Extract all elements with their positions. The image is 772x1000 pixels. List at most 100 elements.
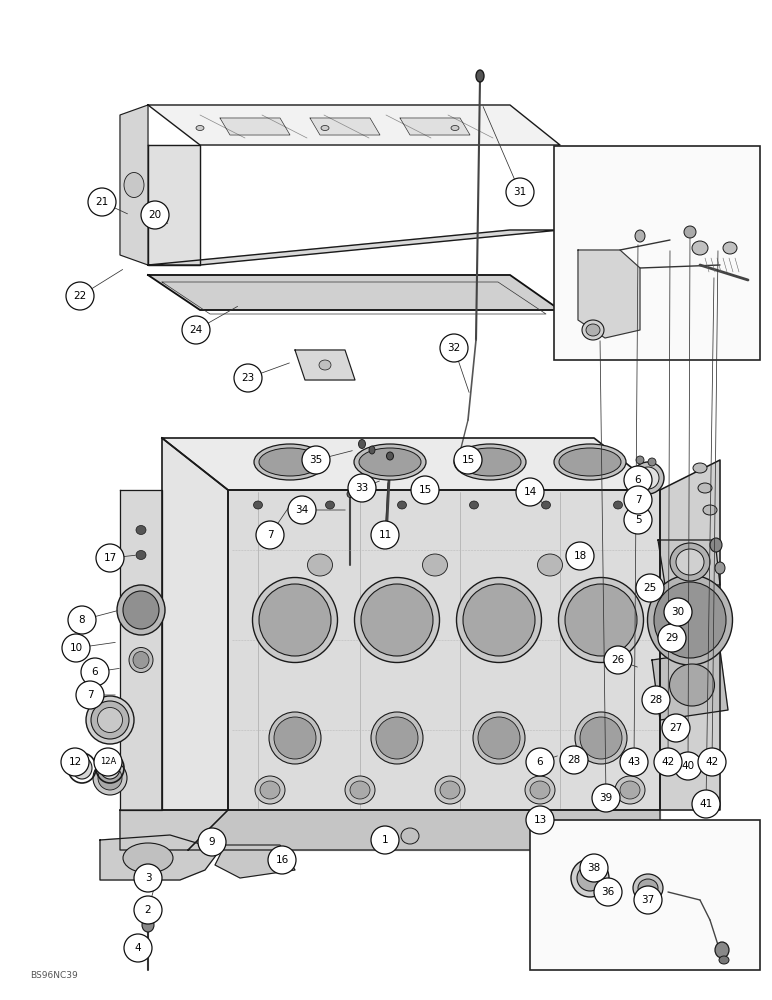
- Ellipse shape: [698, 483, 712, 493]
- Ellipse shape: [117, 585, 165, 635]
- Text: 5: 5: [635, 515, 642, 525]
- Bar: [554, 146, 760, 360]
- Ellipse shape: [253, 501, 262, 509]
- Ellipse shape: [347, 490, 353, 497]
- Text: 42: 42: [662, 757, 675, 767]
- Text: 33: 33: [355, 483, 368, 493]
- Polygon shape: [148, 230, 560, 265]
- Text: 6: 6: [635, 475, 642, 485]
- Ellipse shape: [326, 501, 334, 509]
- Polygon shape: [148, 105, 560, 145]
- Circle shape: [68, 606, 96, 634]
- Ellipse shape: [693, 463, 707, 473]
- Circle shape: [234, 364, 262, 392]
- Circle shape: [506, 178, 534, 206]
- Circle shape: [624, 466, 652, 494]
- Circle shape: [182, 316, 210, 344]
- Ellipse shape: [369, 446, 375, 454]
- Text: 7: 7: [86, 690, 93, 700]
- Ellipse shape: [274, 717, 316, 759]
- Text: 7: 7: [266, 530, 273, 540]
- Text: 18: 18: [574, 551, 587, 561]
- Ellipse shape: [478, 717, 520, 759]
- Ellipse shape: [632, 462, 664, 494]
- Ellipse shape: [469, 501, 479, 509]
- Circle shape: [580, 854, 608, 882]
- Circle shape: [66, 282, 94, 310]
- Ellipse shape: [648, 458, 656, 466]
- Text: 22: 22: [73, 291, 86, 301]
- Text: 30: 30: [672, 607, 685, 617]
- Circle shape: [62, 634, 90, 662]
- Circle shape: [664, 598, 692, 626]
- Polygon shape: [148, 145, 200, 265]
- Ellipse shape: [715, 562, 725, 574]
- Circle shape: [454, 446, 482, 474]
- Text: 41: 41: [699, 799, 713, 809]
- Text: 43: 43: [628, 757, 641, 767]
- Ellipse shape: [123, 591, 159, 629]
- Circle shape: [61, 748, 89, 776]
- Ellipse shape: [580, 717, 622, 759]
- Circle shape: [624, 506, 652, 534]
- Circle shape: [698, 748, 726, 776]
- Ellipse shape: [633, 874, 663, 902]
- Ellipse shape: [723, 242, 737, 254]
- Circle shape: [440, 334, 468, 362]
- Polygon shape: [162, 438, 228, 810]
- Ellipse shape: [586, 324, 600, 336]
- Text: 27: 27: [669, 723, 682, 733]
- Polygon shape: [578, 250, 640, 338]
- Circle shape: [662, 714, 690, 742]
- Circle shape: [124, 934, 152, 962]
- Circle shape: [692, 790, 720, 818]
- Text: 9: 9: [208, 837, 215, 847]
- Circle shape: [141, 201, 169, 229]
- Ellipse shape: [525, 776, 555, 804]
- Text: 25: 25: [643, 583, 657, 593]
- Ellipse shape: [715, 942, 729, 958]
- Circle shape: [134, 896, 162, 924]
- Ellipse shape: [582, 320, 604, 340]
- Text: 24: 24: [189, 325, 202, 335]
- Ellipse shape: [454, 444, 526, 480]
- Text: 17: 17: [103, 553, 117, 563]
- Ellipse shape: [648, 575, 733, 665]
- Ellipse shape: [97, 708, 123, 732]
- Text: 1: 1: [381, 835, 388, 845]
- Text: 39: 39: [599, 793, 613, 803]
- Ellipse shape: [354, 578, 439, 662]
- Ellipse shape: [254, 444, 326, 480]
- Circle shape: [516, 478, 544, 506]
- Circle shape: [371, 521, 399, 549]
- Ellipse shape: [129, 648, 153, 672]
- Ellipse shape: [710, 538, 722, 552]
- Ellipse shape: [676, 549, 704, 575]
- Ellipse shape: [463, 584, 535, 656]
- Ellipse shape: [537, 554, 563, 576]
- Ellipse shape: [100, 757, 120, 779]
- Ellipse shape: [476, 70, 484, 82]
- Circle shape: [636, 574, 664, 602]
- Ellipse shape: [354, 444, 426, 480]
- Text: 6: 6: [537, 757, 543, 767]
- Ellipse shape: [541, 501, 550, 509]
- Text: 32: 32: [448, 343, 461, 353]
- Ellipse shape: [440, 781, 460, 799]
- Circle shape: [566, 542, 594, 570]
- Text: 23: 23: [242, 373, 255, 383]
- Circle shape: [88, 188, 116, 216]
- Ellipse shape: [456, 578, 541, 662]
- Text: 40: 40: [682, 761, 695, 771]
- Ellipse shape: [371, 712, 423, 764]
- Polygon shape: [220, 118, 290, 135]
- Polygon shape: [310, 118, 380, 135]
- Polygon shape: [148, 275, 560, 310]
- Ellipse shape: [435, 776, 465, 804]
- Text: 21: 21: [96, 197, 109, 207]
- Ellipse shape: [345, 776, 375, 804]
- Text: 38: 38: [587, 863, 601, 873]
- Polygon shape: [660, 460, 720, 810]
- Text: 31: 31: [513, 187, 527, 197]
- Circle shape: [592, 784, 620, 812]
